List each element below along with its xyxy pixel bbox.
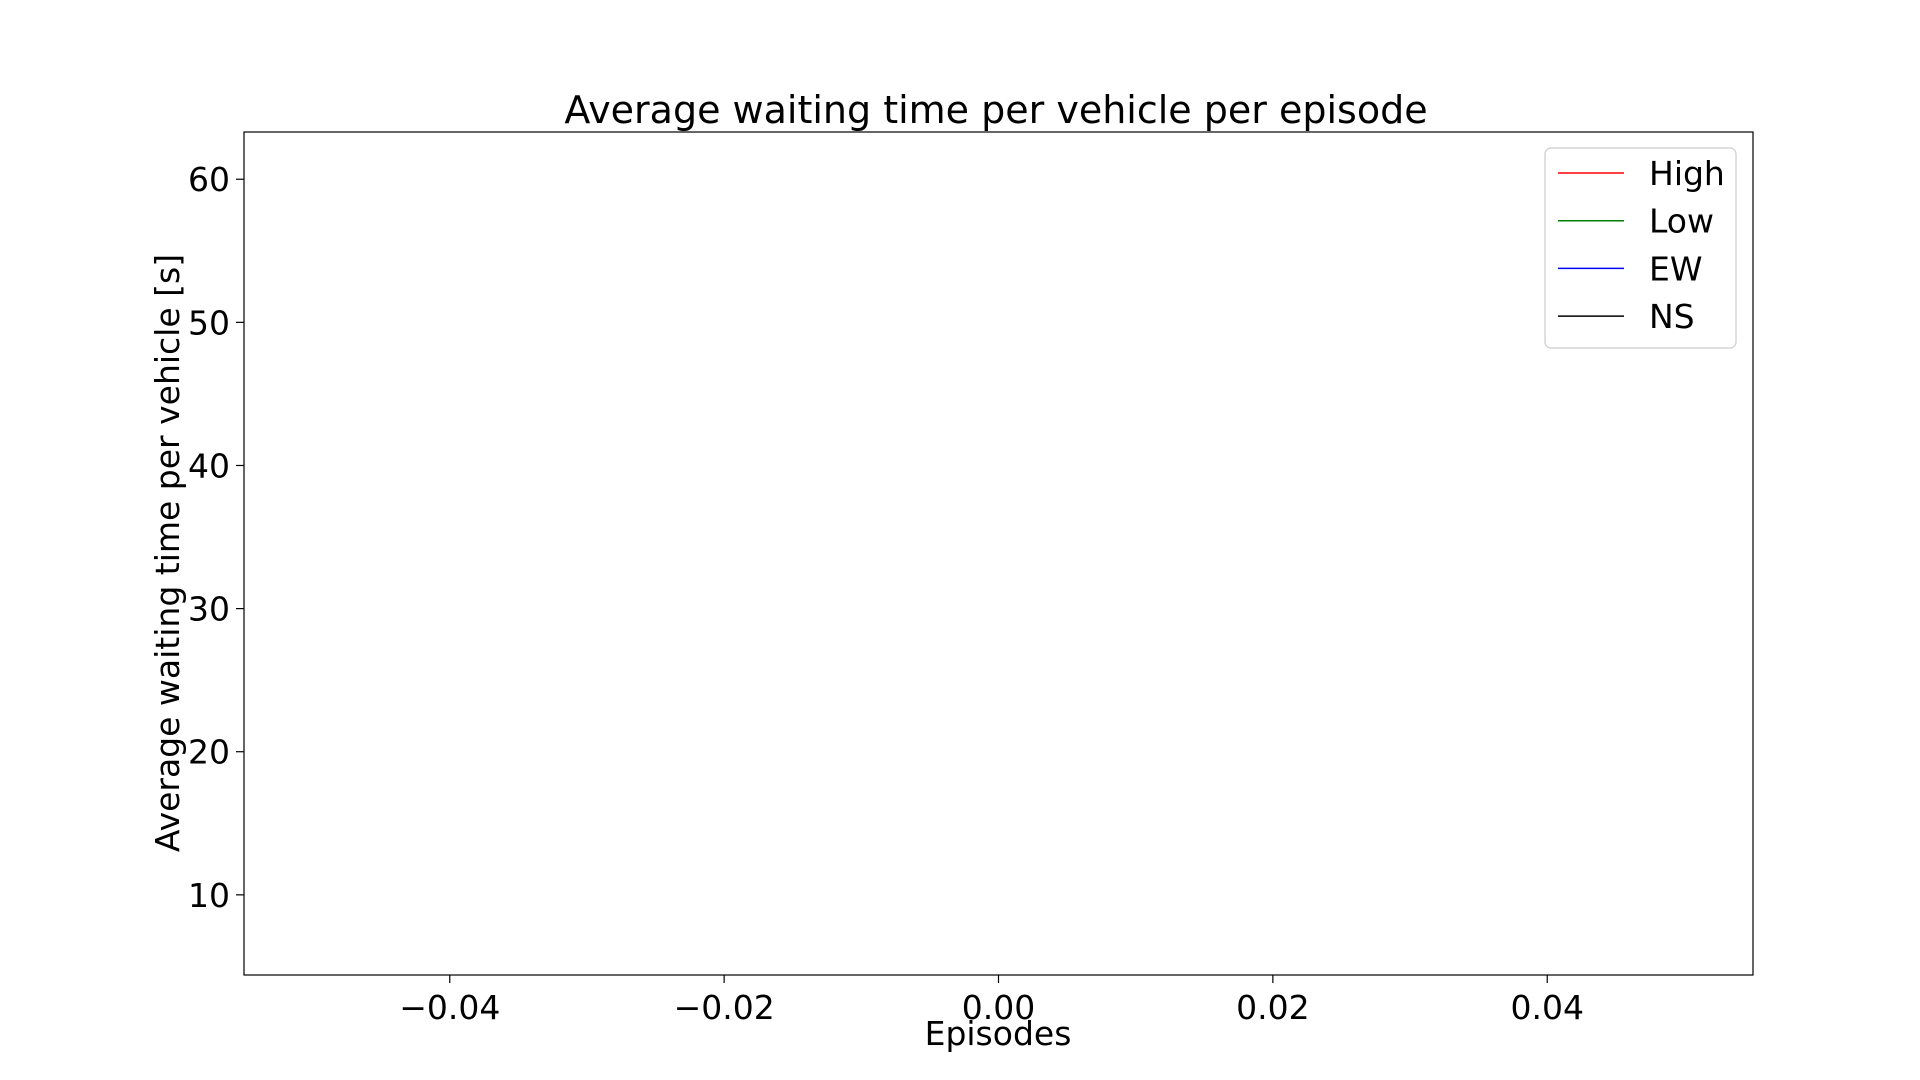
y-tick-label: 20 [188, 733, 230, 772]
plot-frame [243, 131, 1754, 976]
legend-label-high: High [1649, 154, 1725, 193]
y-axis-label: Average waiting time per vehicle [s] [148, 254, 187, 852]
x-tick-label: 0.00 [962, 988, 1035, 1027]
y-axis-ticks: 10 20 30 40 50 60 [188, 160, 244, 915]
y-tick-label: 50 [188, 303, 230, 342]
y-tick-label: 30 [188, 590, 230, 629]
legend-label-ew: EW [1649, 249, 1702, 288]
legend-frame [1544, 147, 1737, 349]
legend: High Low EW NS [1544, 147, 1737, 349]
x-tick-label: 0.04 [1510, 988, 1583, 1027]
x-axis-label: Episodes [925, 1014, 1072, 1053]
x-tick-label: −0.02 [674, 988, 775, 1027]
x-tick-label: −0.04 [399, 988, 500, 1027]
legend-entries: High Low EW NS [1558, 154, 1725, 336]
y-tick-label: 10 [188, 876, 230, 915]
y-tick-label: 60 [188, 160, 230, 199]
y-tick-label: 40 [188, 446, 230, 485]
legend-label-low: Low [1649, 202, 1714, 241]
x-tick-label: 0.02 [1236, 988, 1309, 1027]
x-axis-ticks: −0.04 −0.02 0.00 0.02 0.04 [399, 975, 1584, 1027]
legend-label-ns: NS [1649, 297, 1695, 336]
plot-area [243, 131, 1754, 976]
chart-title: Average waiting time per vehicle per epi… [564, 88, 1427, 132]
